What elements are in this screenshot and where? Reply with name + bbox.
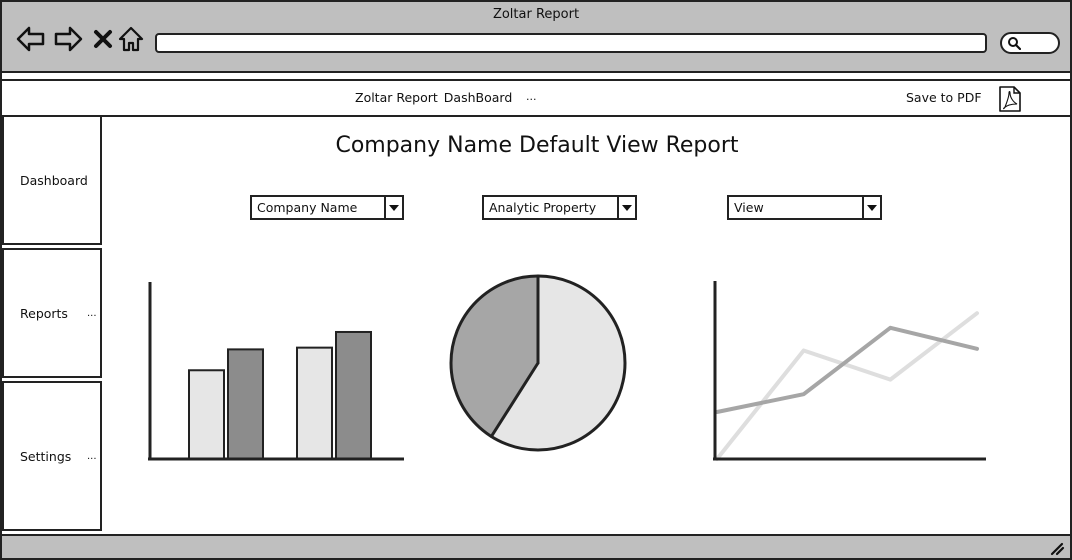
back-button[interactable] — [16, 24, 46, 54]
bar — [335, 330, 372, 460]
analytic-property-dropdown[interactable]: Analytic Property — [482, 195, 637, 220]
pdf-icon[interactable] — [998, 86, 1022, 112]
sidebar-item-more[interactable]: ... — [87, 308, 97, 319]
bar — [188, 369, 225, 460]
sidebar-item-reports[interactable]: Reports ... — [2, 248, 102, 378]
chevron-down-icon[interactable] — [617, 197, 635, 218]
search-button[interactable] — [1000, 32, 1060, 54]
arrow-left-icon — [16, 26, 45, 52]
line-chart — [713, 281, 986, 461]
save-to-pdf-link[interactable]: Save to PDF — [906, 90, 982, 105]
chevron-down-icon[interactable] — [862, 197, 880, 218]
pie-chart — [449, 274, 627, 452]
status-bar — [2, 534, 1070, 558]
dropdown-value: Analytic Property — [489, 200, 597, 215]
close-icon — [94, 30, 112, 48]
pie-outline — [449, 274, 627, 452]
app-title-text: Zoltar Report — [355, 90, 438, 105]
bar-chart — [148, 282, 404, 461]
window-title: Zoltar Report — [492, 7, 580, 22]
sidebar-item-dashboard[interactable]: Dashboard — [2, 115, 102, 245]
line-series — [715, 311, 979, 461]
search-icon — [1008, 37, 1021, 50]
company-name-dropdown[interactable]: Company Name — [250, 195, 404, 220]
dropdown-value: View — [734, 200, 764, 215]
sidebar-item-more[interactable]: ... — [87, 451, 97, 462]
forward-button[interactable] — [53, 24, 83, 54]
dropdown-value: Company Name — [257, 200, 358, 215]
sidebar-item-label: Settings — [20, 449, 72, 464]
pie-slice — [491, 276, 625, 450]
app-header: Zoltar Report DashBoard ... Save to PDF — [2, 79, 1070, 117]
app-header-more[interactable]: ... — [526, 90, 537, 103]
line-series — [715, 325, 979, 415]
resize-grip-icon[interactable] — [1048, 540, 1066, 556]
page-title: Company Name Default View Report — [335, 133, 739, 158]
chevron-down-icon[interactable] — [384, 197, 402, 218]
sidebar-item-settings[interactable]: Settings ... — [2, 381, 102, 531]
arrow-right-icon — [54, 26, 83, 52]
url-bar[interactable] — [155, 33, 987, 53]
app-title: Zoltar Report DashBoard — [355, 90, 518, 105]
pie-divider — [489, 361, 540, 438]
bar — [227, 348, 264, 460]
home-icon — [118, 26, 144, 52]
sidebar-item-label: Dashboard — [20, 173, 88, 188]
browser-chrome: Zoltar Report — [2, 2, 1070, 73]
home-button[interactable] — [116, 24, 146, 54]
sidebar-item-label: Reports — [20, 306, 68, 321]
view-dropdown[interactable]: View — [727, 195, 882, 220]
app-subtitle: DashBoard — [443, 90, 513, 105]
stop-button[interactable] — [88, 24, 118, 54]
bar — [296, 346, 333, 460]
